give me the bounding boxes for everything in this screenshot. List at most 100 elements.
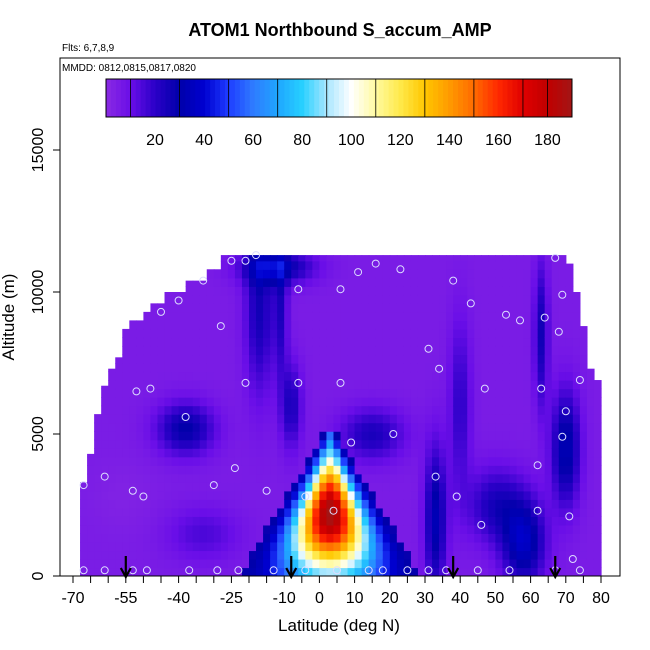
heatmap-cell: [234, 337, 243, 347]
heatmap-cell: [185, 473, 194, 483]
heatmap-cell: [115, 524, 123, 534]
heatmap-cell: [143, 516, 152, 526]
heatmap-cell: [460, 255, 468, 262]
heatmap-cell: [319, 507, 328, 517]
colorbar-segment: [229, 79, 236, 117]
heatmap-cell: [108, 499, 116, 509]
heatmap-cell: [150, 448, 159, 458]
heatmap-cell: [143, 397, 152, 407]
heatmap-cell: [284, 448, 292, 458]
heatmap-cell: [586, 422, 595, 432]
heatmap-cell: [537, 516, 546, 526]
heatmap-cell: [446, 507, 454, 517]
heatmap-cell: [171, 431, 180, 441]
heatmap-cell: [537, 490, 546, 500]
heatmap-cell: [516, 328, 525, 339]
heatmap-cell: [164, 482, 173, 492]
heatmap-cell: [101, 482, 109, 492]
heatmap-cell: [284, 414, 292, 424]
heatmap-cell: [530, 524, 539, 534]
colorbar-segment: [269, 79, 276, 117]
heatmap-cell: [115, 456, 123, 466]
heatmap-cell: [305, 303, 313, 313]
heatmap-cell: [185, 558, 194, 569]
heatmap-cell: [425, 255, 433, 262]
heatmap-cell: [516, 320, 525, 330]
heatmap-cell: [234, 448, 243, 458]
heatmap-cell: [115, 439, 123, 449]
heatmap-cell: [256, 482, 264, 492]
heatmap-cell: [579, 567, 588, 576]
heatmap-cell: [227, 397, 236, 407]
heatmap-cell: [565, 439, 574, 449]
heatmap-cell: [410, 516, 419, 526]
heatmap-cell: [446, 371, 454, 381]
heatmap-cell: [488, 380, 496, 390]
heatmap-cell: [509, 516, 518, 526]
heatmap-cell: [579, 431, 588, 441]
heatmap-cell: [551, 345, 560, 356]
heatmap-cell: [164, 328, 173, 339]
heatmap-cell: [523, 255, 532, 262]
heatmap-cell: [333, 397, 342, 407]
heatmap-cell: [178, 465, 187, 475]
heatmap-cell: [439, 345, 447, 356]
heatmap-cell: [453, 524, 461, 534]
heatmap-cell: [474, 286, 482, 296]
heatmap-cell: [164, 439, 173, 449]
heatmap-cell: [143, 448, 152, 458]
heatmap-cell: [277, 533, 285, 543]
heatmap-cell: [298, 473, 306, 483]
heatmap-cell: [354, 397, 363, 407]
heatmap-cell: [516, 550, 525, 560]
heatmap-cell: [319, 303, 328, 313]
heatmap-cell: [87, 507, 95, 517]
heatmap-cell: [368, 431, 377, 441]
heatmap-cell: [249, 541, 257, 552]
heatmap-cell: [439, 422, 447, 432]
heatmap-cell: [185, 541, 194, 552]
heatmap-cell: [544, 303, 553, 313]
heatmap-cell: [502, 414, 511, 424]
heatmap-cell: [446, 397, 454, 407]
heatmap-cell: [396, 303, 405, 313]
heatmap-cell: [136, 439, 144, 449]
heatmap-cell: [220, 380, 229, 390]
heatmap-cell: [474, 490, 482, 500]
heatmap-cell: [558, 482, 567, 492]
heatmap-cell: [178, 431, 187, 441]
heatmap-cell: [136, 422, 144, 432]
heatmap-cell: [347, 269, 356, 279]
heatmap-cell: [432, 277, 440, 287]
heatmap-cell: [382, 490, 391, 500]
heatmap-cell: [178, 558, 187, 569]
heatmap-cell: [565, 465, 574, 475]
heatmap-cell: [270, 320, 278, 330]
heatmap-cell: [439, 414, 447, 424]
heatmap-cell: [389, 405, 398, 415]
heatmap-cell: [234, 439, 243, 449]
heatmap-cell: [495, 311, 504, 321]
heatmap-cell: [326, 397, 335, 407]
colorbar-tick-label: 100: [338, 132, 365, 149]
heatmap-cell: [396, 363, 405, 373]
heatmap-cell: [164, 397, 173, 407]
heatmap-cell: [213, 516, 222, 526]
heatmap-cell: [446, 490, 454, 500]
heatmap-cell: [502, 465, 511, 475]
heatmap-cell: [277, 388, 285, 398]
heatmap-cell: [213, 422, 222, 432]
heatmap-cell: [284, 439, 292, 449]
heatmap-cell: [277, 260, 285, 270]
heatmap-cell: [171, 363, 180, 373]
heatmap-cell: [509, 431, 518, 441]
heatmap-cell: [185, 422, 194, 432]
heatmap-cell: [263, 311, 271, 321]
heatmap-cell: [108, 507, 116, 517]
heatmap-cell: [593, 499, 602, 509]
heatmap-cell: [157, 397, 166, 407]
heatmap-cell: [572, 294, 581, 304]
heatmap-cell: [101, 385, 109, 390]
heatmap-cell: [417, 473, 426, 483]
heatmap-cell: [488, 405, 496, 415]
